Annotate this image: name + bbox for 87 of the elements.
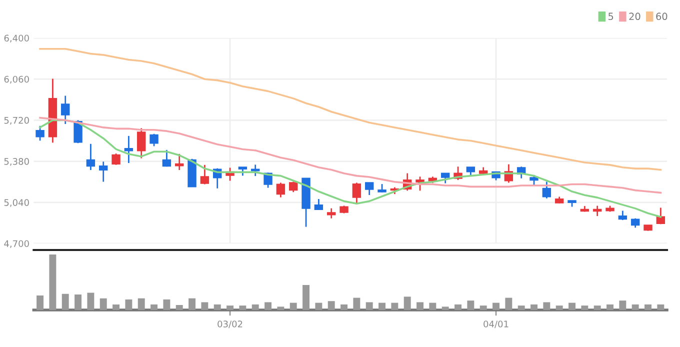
- y-tick-label: 4,700: [4, 240, 29, 248]
- bar: [480, 306, 487, 310]
- candlestick: [86, 143, 96, 171]
- bar: [112, 304, 120, 310]
- y-tick-label: 5,380: [4, 158, 29, 166]
- candlestick: [618, 210, 628, 221]
- legend-label: 60: [656, 12, 668, 20]
- candlestick: [150, 133, 158, 147]
- bar: [340, 304, 348, 310]
- bar: [188, 298, 196, 310]
- bar: [125, 299, 132, 310]
- bar: [49, 254, 56, 310]
- bar: [290, 302, 297, 310]
- x-tick-label: 03/02: [218, 320, 242, 328]
- candlestick: [416, 176, 424, 192]
- candlestick: [440, 172, 450, 184]
- y-tick-label: 6,400: [4, 34, 29, 42]
- candlestick: [124, 135, 134, 164]
- candlestick: [162, 149, 172, 168]
- bar: [568, 302, 576, 310]
- bar: [378, 302, 386, 310]
- bar: [264, 302, 272, 310]
- bar: [657, 304, 664, 310]
- bar: [252, 304, 259, 310]
- candlestick: [276, 182, 286, 198]
- candlestick: [592, 205, 602, 217]
- bar: [442, 306, 449, 310]
- bar: [100, 298, 107, 310]
- bar: [315, 302, 322, 310]
- bar: [530, 304, 538, 310]
- bar: [239, 306, 246, 310]
- bar: [201, 302, 208, 310]
- bar: [176, 305, 183, 310]
- bar: [492, 302, 500, 310]
- candlestick: [352, 182, 362, 205]
- bar: [556, 306, 563, 310]
- y-tick-label: 6,060: [4, 76, 29, 84]
- candlestick: [61, 95, 70, 125]
- bar: [429, 302, 436, 310]
- bar: [543, 302, 550, 310]
- bar: [619, 300, 626, 310]
- bar: [644, 304, 652, 310]
- candlestick: [630, 218, 640, 228]
- candlestick: [99, 160, 108, 182]
- bar: [632, 304, 639, 310]
- bar: [404, 296, 411, 310]
- bar: [505, 298, 512, 310]
- candlestick: [112, 152, 120, 166]
- bar: [391, 302, 398, 310]
- bar: [150, 304, 158, 310]
- line-series: [39, 48, 662, 171]
- bar: [163, 299, 170, 310]
- legend-label: 20: [629, 12, 640, 20]
- bar: [328, 301, 335, 310]
- y-tick-label: 5,040: [4, 199, 29, 207]
- candlestick: [251, 164, 260, 177]
- bar: [138, 298, 145, 310]
- bar: [277, 306, 284, 310]
- candlestick: [364, 182, 374, 196]
- bar: [87, 292, 94, 310]
- bar: [518, 306, 525, 310]
- bar: [606, 304, 614, 310]
- candlestick: [36, 125, 44, 142]
- bar: [366, 302, 373, 310]
- bar: [62, 294, 69, 310]
- bar: [416, 302, 424, 310]
- bar: [581, 306, 588, 310]
- bar: [454, 304, 462, 310]
- candlestick: [200, 164, 210, 185]
- bar: [214, 304, 221, 310]
- bar: [302, 285, 310, 310]
- candlestick: [289, 181, 298, 193]
- bar: [74, 294, 82, 310]
- bar: [467, 300, 474, 310]
- candlestick: [656, 207, 666, 225]
- y-tick-label: 5,720: [4, 116, 29, 125]
- bar: [594, 306, 601, 310]
- candlestick: [137, 127, 146, 159]
- candlestick: [542, 181, 552, 200]
- bar: [353, 298, 360, 310]
- x-tick-label: 04/01: [484, 320, 508, 328]
- candlestick: [326, 208, 336, 220]
- candlestick: [175, 153, 184, 171]
- bar: [36, 296, 44, 310]
- line-series: [39, 116, 662, 194]
- legend-label: 5: [608, 12, 614, 20]
- bar: [226, 306, 234, 310]
